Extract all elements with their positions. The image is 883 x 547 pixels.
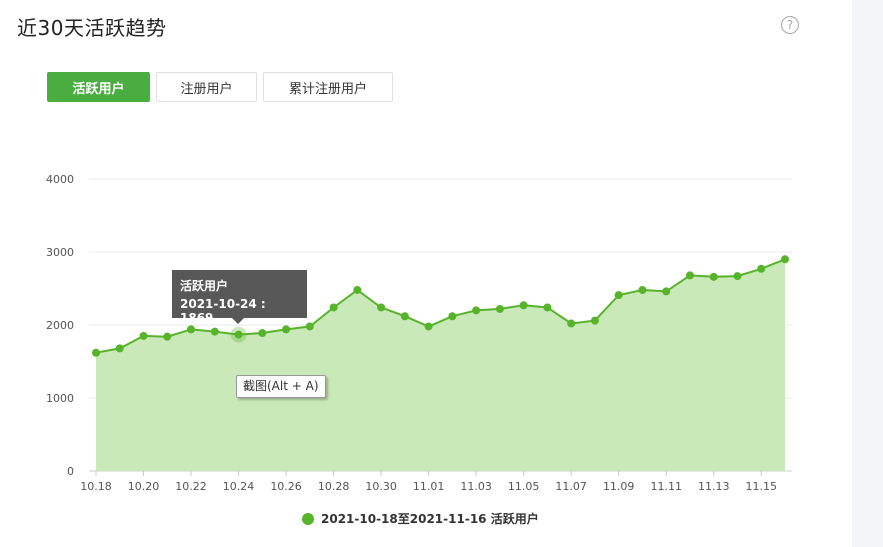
data-point — [472, 306, 481, 315]
data-point — [733, 272, 742, 281]
data-point — [139, 331, 148, 340]
x-tick-label: 11.13 — [698, 480, 730, 493]
x-tick-label: 10.26 — [270, 480, 302, 493]
page-title: 近30天活跃趋势 — [17, 16, 167, 40]
data-point — [567, 319, 576, 328]
data-point — [781, 255, 789, 264]
x-tick-label: 10.20 — [128, 480, 160, 493]
data-point — [685, 271, 694, 280]
y-tick-label: 0 — [67, 465, 74, 478]
screenshot-hint-tooltip: 截图(Alt + A) — [236, 375, 326, 398]
data-point — [400, 312, 409, 321]
tab-active-users[interactable]: 活跃用户 — [47, 72, 150, 102]
x-tick-label: 11.07 — [555, 480, 587, 493]
data-point — [210, 327, 219, 336]
tooltip-value: 2021-10-24 : 1869 — [180, 297, 266, 325]
data-point — [234, 330, 243, 339]
metric-tabs: 活跃用户 注册用户 累计注册用户 — [47, 72, 393, 102]
data-point — [353, 285, 362, 294]
data-point — [495, 304, 504, 313]
tab-cumulative-registered-users[interactable]: 累计注册用户 — [263, 72, 393, 102]
y-tick-label: 4000 — [46, 173, 74, 186]
x-tick-label: 10.22 — [175, 480, 207, 493]
series-area — [96, 259, 785, 471]
data-point — [448, 312, 457, 321]
y-tick-label: 3000 — [46, 246, 74, 259]
legend-dot-icon — [302, 512, 314, 525]
data-point — [187, 325, 196, 334]
right-panel-strip — [852, 0, 883, 547]
data-point — [543, 303, 552, 312]
data-point — [614, 291, 623, 300]
data-point — [757, 264, 766, 273]
data-point — [329, 303, 338, 312]
x-tick-label: 10.28 — [318, 480, 350, 493]
data-point — [662, 287, 671, 296]
x-tick-label: 11.05 — [508, 480, 540, 493]
data-point — [258, 329, 267, 338]
x-tick-label: 11.03 — [460, 480, 492, 493]
data-point — [377, 303, 386, 312]
data-point — [519, 301, 528, 310]
x-tick-label: 10.18 — [80, 480, 112, 493]
x-tick-label: 11.15 — [745, 480, 777, 493]
data-point — [163, 332, 172, 341]
data-point — [92, 348, 100, 357]
chart-legend[interactable]: 2021-10-18至2021-11-16 活跃用户 — [302, 510, 539, 527]
y-tick-label: 2000 — [46, 319, 74, 332]
y-tick-label: 1000 — [46, 392, 74, 405]
data-tooltip: 活跃用户 2021-10-24 : 1869 — [172, 270, 307, 325]
data-point — [424, 322, 433, 331]
tab-registered-users[interactable]: 注册用户 — [156, 72, 257, 102]
x-tick-label: 11.11 — [650, 480, 682, 493]
x-tick-label: 10.24 — [223, 480, 255, 493]
tooltip-series: 活跃用户 — [180, 279, 229, 293]
data-point — [590, 316, 599, 325]
question-circle-icon[interactable]: ? — [781, 16, 799, 34]
legend-label: 2021-10-18至2021-11-16 活跃用户 — [321, 512, 539, 526]
data-point — [638, 285, 647, 294]
data-point — [282, 325, 291, 334]
x-tick-label: 11.09 — [603, 480, 635, 493]
data-point — [305, 322, 314, 331]
x-tick-label: 10.30 — [365, 480, 397, 493]
data-point — [115, 344, 124, 353]
data-point — [709, 272, 718, 281]
x-tick-label: 11.01 — [413, 480, 445, 493]
